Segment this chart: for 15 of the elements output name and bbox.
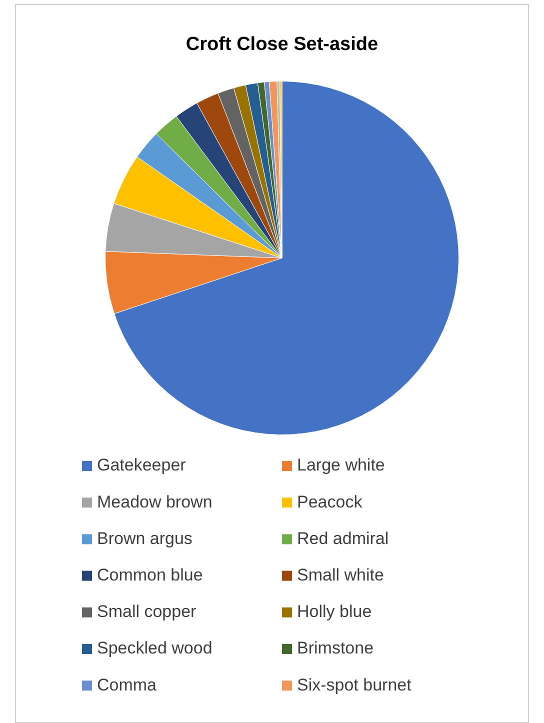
- legend-label: Brown argus: [97, 528, 192, 548]
- legend-label: Meadow brown: [97, 492, 212, 512]
- legend-label: Peacock: [297, 492, 363, 512]
- legend-label: Small copper: [97, 602, 197, 622]
- legend-label: Common blue: [97, 565, 203, 584]
- legend-label: Gatekeeper: [97, 456, 186, 475]
- chart-title: Croft Close Set-aside: [186, 34, 378, 56]
- legend-label: Comma: [97, 675, 158, 694]
- legend-label: Holly blue: [297, 602, 372, 622]
- legend-label: Red admiral: [297, 528, 389, 548]
- legend-label: Large white: [297, 456, 385, 475]
- legend-label: Small white: [297, 565, 384, 584]
- legend-label: Brimstone: [297, 638, 374, 658]
- legend-label: Speckled wood: [97, 638, 212, 658]
- legend-label: Six-spot burnet: [297, 675, 412, 694]
